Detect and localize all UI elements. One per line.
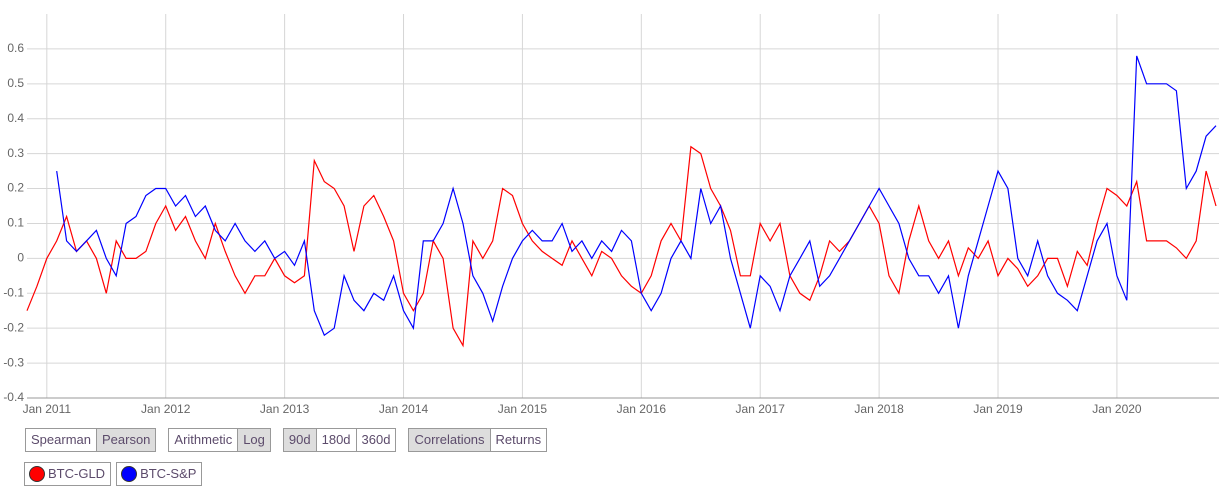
x-tick-label: Jan 2012 xyxy=(141,402,191,416)
legend: BTC-GLD BTC-S&P xyxy=(24,462,203,486)
toggle-button[interactable]: Returns xyxy=(489,428,548,452)
button-group: Arithmetic Log xyxy=(168,428,271,452)
y-tick-label: -0.2 xyxy=(3,320,24,334)
y-tick-label: -0.3 xyxy=(3,355,24,369)
toggle-button[interactable]: Pearson xyxy=(95,428,157,452)
y-tick-label: 0 xyxy=(17,251,24,265)
toggle-button[interactable]: 180d xyxy=(315,428,357,452)
y-tick-label: 0.3 xyxy=(7,146,24,160)
x-tick-label: Jan 2011 xyxy=(23,402,72,416)
y-tick-label: -0.4 xyxy=(3,390,24,404)
legend-swatch xyxy=(121,466,138,482)
control-bar: Spearman Pearson Arithmetic Log 90d 180d 360d C… xyxy=(25,428,548,452)
y-tick-label: -0.1 xyxy=(3,285,24,299)
series-line xyxy=(26,145,1217,348)
legend-item[interactable]: BTC-GLD xyxy=(24,462,112,486)
y-tick-label: 0.5 xyxy=(7,76,24,90)
x-tick-label: Jan 2020 xyxy=(1092,402,1142,416)
x-tick-label: Jan 2017 xyxy=(736,402,786,416)
button-group: 90d 180d 360d xyxy=(282,428,397,452)
series-line xyxy=(56,55,1217,337)
legend-item[interactable]: BTC-S&P xyxy=(116,462,203,486)
x-tick-label: Jan 2016 xyxy=(617,402,667,416)
button-group: Spearman Pearson xyxy=(25,428,157,452)
y-tick-label: 0.2 xyxy=(7,181,24,195)
toggle-button[interactable]: Spearman xyxy=(25,428,97,452)
legend-label: BTC-S&P xyxy=(140,466,197,481)
toggle-button[interactable]: Correlations xyxy=(408,428,491,452)
x-tick-label: Jan 2015 xyxy=(498,402,548,416)
y-tick-label: 0.1 xyxy=(7,216,24,230)
legend-swatch xyxy=(29,466,45,482)
button-group: Correlations Returns xyxy=(408,428,548,452)
toggle-button[interactable]: Arithmetic xyxy=(168,428,239,452)
toggle-button[interactable]: Log xyxy=(237,428,271,452)
x-tick-label: Jan 2019 xyxy=(973,402,1023,416)
x-tick-label: Jan 2013 xyxy=(260,402,310,416)
toggle-button[interactable]: 360d xyxy=(355,428,397,452)
x-tick-label: Jan 2014 xyxy=(379,402,429,416)
legend-label: BTC-GLD xyxy=(48,466,106,481)
y-tick-label: 0.4 xyxy=(7,111,24,125)
toggle-button[interactable]: 90d xyxy=(282,428,317,452)
y-tick-label: 0.6 xyxy=(7,41,24,55)
chart: -0.4 -0.3 -0.2 -0.1 0 0.1 0.2 0.3 0.4 0.5 0.6 Jan 2… xyxy=(3,14,1219,416)
x-tick-label: Jan 2018 xyxy=(854,402,904,416)
